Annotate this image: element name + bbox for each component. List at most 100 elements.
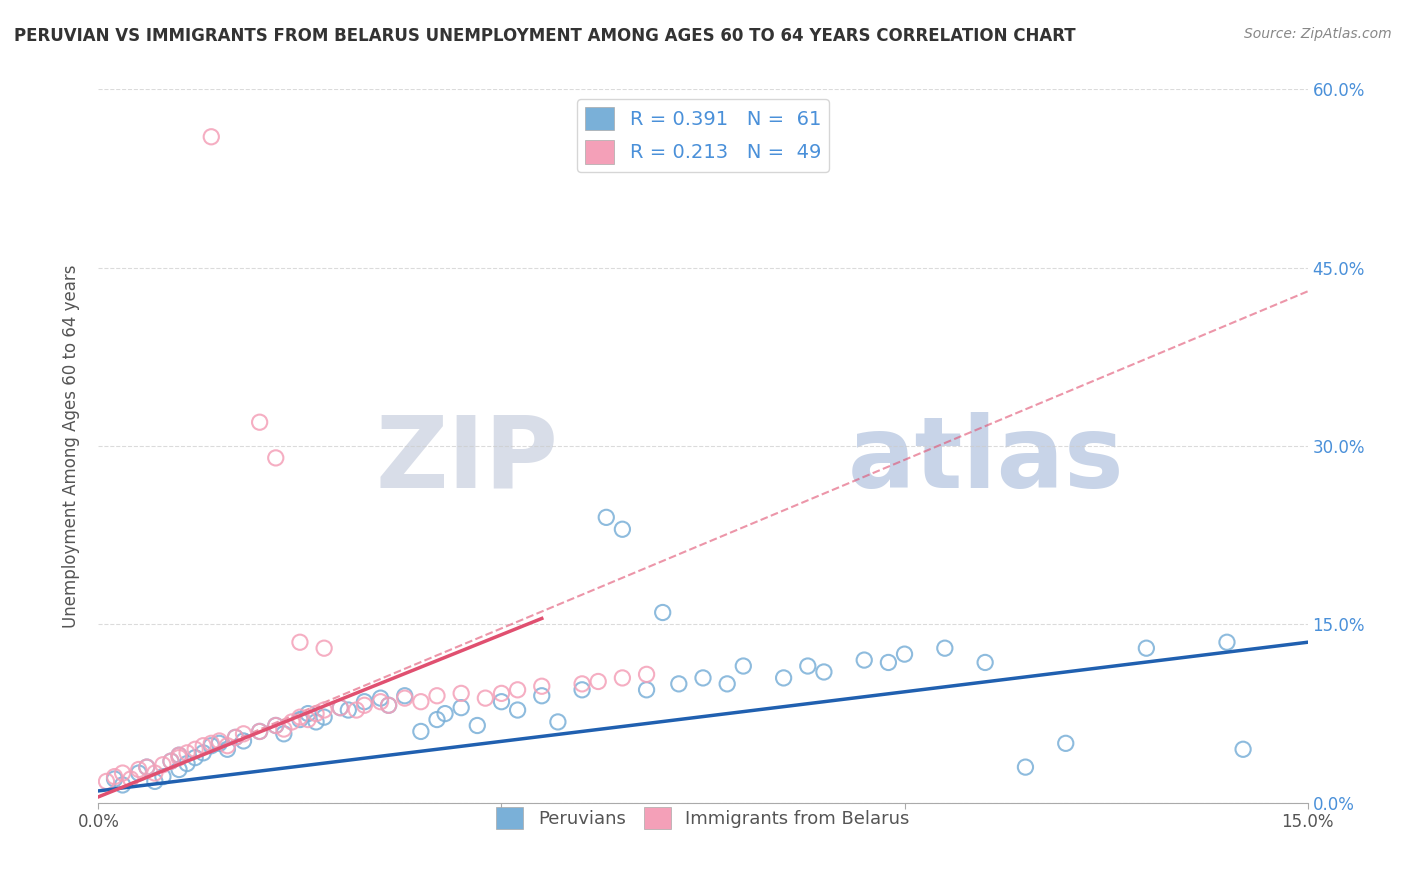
Point — [1014, 760, 1036, 774]
Point — [314, 641, 336, 656]
Y-axis label: Unemployment Among Ages 60 to 64 years: Unemployment Among Ages 60 to 64 years — [62, 264, 80, 628]
Point — [143, 766, 166, 780]
Point — [193, 746, 215, 760]
Point — [103, 770, 125, 784]
Point — [249, 724, 271, 739]
Point — [530, 679, 553, 693]
Point — [450, 700, 472, 714]
Point — [465, 718, 488, 732]
Point — [200, 736, 222, 750]
Point — [297, 713, 319, 727]
Point — [426, 713, 449, 727]
Point — [329, 700, 352, 714]
Point — [152, 757, 174, 772]
Point — [249, 415, 271, 429]
Point — [491, 695, 513, 709]
Point — [128, 763, 150, 777]
Text: PERUVIAN VS IMMIGRANTS FROM BELARUS UNEMPLOYMENT AMONG AGES 60 TO 64 YEARS CORRE: PERUVIAN VS IMMIGRANTS FROM BELARUS UNEM… — [14, 27, 1076, 45]
Point — [167, 748, 190, 763]
Point — [96, 774, 118, 789]
Point — [974, 656, 997, 670]
Point — [409, 695, 432, 709]
Point — [716, 677, 738, 691]
Point — [314, 710, 336, 724]
Point — [934, 641, 956, 656]
Point — [409, 724, 432, 739]
Text: atlas: atlas — [848, 412, 1125, 508]
Point — [305, 714, 328, 729]
Point — [200, 739, 222, 753]
Point — [1216, 635, 1239, 649]
Point — [305, 706, 328, 721]
Point — [111, 766, 134, 780]
Point — [370, 691, 392, 706]
Point — [1135, 641, 1157, 656]
Point — [571, 677, 593, 691]
Point — [692, 671, 714, 685]
Point — [853, 653, 876, 667]
Point — [273, 727, 295, 741]
Point — [176, 756, 198, 771]
Point — [426, 689, 449, 703]
Point — [797, 659, 820, 673]
Point — [200, 129, 222, 144]
Point — [337, 703, 360, 717]
Point — [224, 731, 246, 745]
Point — [353, 698, 375, 713]
Point — [651, 606, 673, 620]
Point — [377, 698, 399, 713]
Point — [111, 778, 134, 792]
Point — [160, 754, 183, 768]
Point — [571, 682, 593, 697]
Point — [224, 731, 246, 745]
Point — [152, 770, 174, 784]
Point — [288, 713, 311, 727]
Point — [733, 659, 755, 673]
Point — [273, 722, 295, 736]
Point — [232, 734, 254, 748]
Point — [491, 686, 513, 700]
Point — [264, 718, 287, 732]
Point — [167, 763, 190, 777]
Point — [288, 635, 311, 649]
Point — [135, 760, 157, 774]
Legend: Peruvians, Immigrants from Belarus: Peruvians, Immigrants from Belarus — [489, 800, 917, 837]
Point — [249, 724, 271, 739]
Point — [281, 714, 304, 729]
Point — [264, 718, 287, 732]
Point — [143, 774, 166, 789]
Point — [772, 671, 794, 685]
Point — [893, 647, 915, 661]
Point — [547, 714, 569, 729]
Point — [193, 739, 215, 753]
Point — [264, 450, 287, 465]
Point — [636, 667, 658, 681]
Point — [668, 677, 690, 691]
Point — [877, 656, 900, 670]
Point — [208, 734, 231, 748]
Point — [612, 522, 634, 536]
Point — [586, 674, 609, 689]
Point — [208, 736, 231, 750]
Point — [1054, 736, 1077, 750]
Point — [506, 682, 529, 697]
Point — [120, 772, 142, 786]
Point — [128, 766, 150, 780]
Point — [530, 689, 553, 703]
Text: ZIP: ZIP — [375, 412, 558, 508]
Point — [103, 772, 125, 786]
Text: Source: ZipAtlas.com: Source: ZipAtlas.com — [1244, 27, 1392, 41]
Point — [506, 703, 529, 717]
Point — [394, 691, 416, 706]
Point — [135, 760, 157, 774]
Point — [813, 665, 835, 679]
Point — [434, 706, 457, 721]
Point — [329, 700, 352, 714]
Point — [160, 754, 183, 768]
Point — [1232, 742, 1254, 756]
Point — [636, 682, 658, 697]
Point — [370, 695, 392, 709]
Point — [394, 689, 416, 703]
Point — [217, 742, 239, 756]
Point — [314, 703, 336, 717]
